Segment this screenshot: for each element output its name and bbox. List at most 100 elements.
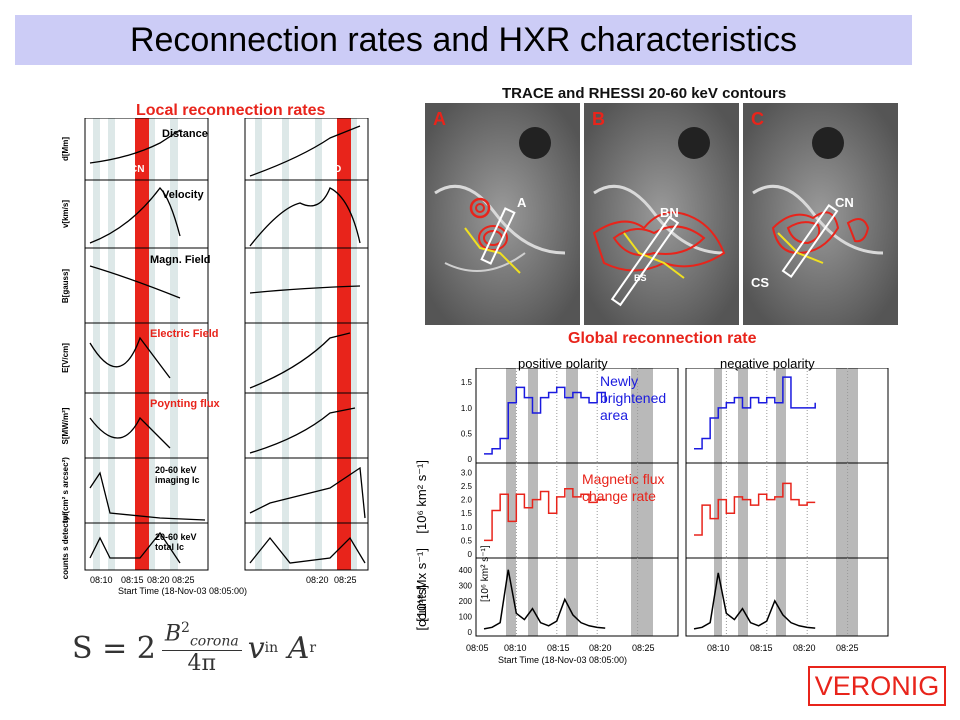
local-band-0-2 bbox=[148, 118, 155, 570]
local-curve-1 bbox=[249, 125, 361, 177]
global-xtick-4: 08:20 bbox=[589, 643, 612, 653]
formula-denominator: 4π bbox=[187, 650, 217, 676]
left-xtick-1: 08:10 bbox=[90, 575, 113, 585]
local-curve-4 bbox=[89, 265, 181, 299]
left-xtick-3: 08:20 bbox=[147, 575, 170, 585]
area-label: Newly brightened area bbox=[600, 373, 667, 423]
trace-label-bs: BS bbox=[634, 273, 647, 283]
global-ytick-2-2: 200 bbox=[459, 597, 473, 606]
flux-label: Magnetic flux change rate bbox=[582, 471, 665, 504]
global-ytick-1-3: 1.5 bbox=[461, 509, 473, 518]
local-band-1-0 bbox=[255, 118, 262, 570]
local-curve-7 bbox=[249, 332, 351, 389]
ylabel-area: [10⁶ km² s⁻¹] bbox=[480, 545, 491, 602]
global-ytick-0-3: 1.5 bbox=[461, 378, 473, 387]
global-xtick-3: 08:15 bbox=[547, 643, 570, 653]
global-frame-0-2 bbox=[475, 557, 679, 637]
global-xtick-r1: 08:10 bbox=[707, 643, 730, 653]
formula-numerator: B2corona bbox=[161, 620, 242, 651]
local-band-0-0 bbox=[93, 118, 100, 570]
title-band: Reconnection rates and HXR characteristi… bbox=[15, 15, 912, 65]
series-line-0-0 bbox=[484, 386, 606, 455]
global-ytick-0-2: 1.0 bbox=[461, 404, 473, 413]
local-ylabel-4: S[MW/m²] bbox=[61, 407, 70, 444]
local-rates-figure: d[Mm] v[km/s] B[gauss] E[V/cm] S[MW/m²] ty/(c… bbox=[61, 118, 369, 580]
right-xtick-2: 08:25 bbox=[334, 575, 357, 585]
local-band-0-3 bbox=[170, 118, 178, 570]
local-curve-6 bbox=[89, 336, 171, 379]
formula-fraction: B2corona 4π bbox=[161, 620, 242, 676]
panel-distance-label: Distance bbox=[162, 128, 208, 140]
global-ylabel-area: [10⁶ km² s⁻¹] bbox=[414, 460, 429, 534]
global-ytick-2-0: 0 bbox=[468, 628, 473, 637]
series-line-1-0 bbox=[484, 488, 606, 542]
global-ytick-1-4: 2.0 bbox=[461, 496, 473, 505]
global-xtick-1: 08:05 bbox=[466, 643, 489, 653]
global-ytick-1-1: 0.5 bbox=[461, 536, 473, 545]
global-xtick-r4: 08:25 bbox=[836, 643, 859, 653]
global-frame-1-2 bbox=[685, 557, 889, 637]
local-ylabel-5: ty/(cm² s arcsec²) bbox=[61, 457, 70, 523]
series-line-2-1 bbox=[693, 572, 816, 630]
global-xaxis-title: Start Time (18-Nov-03 08:05:00) bbox=[498, 655, 628, 665]
local-panel-frame-1-6 bbox=[244, 522, 369, 571]
local-ylabel-6: counts s detector bbox=[61, 513, 70, 580]
global-band-0-2 bbox=[566, 368, 578, 636]
series-line-0-1 bbox=[694, 376, 816, 450]
global-band-1-1 bbox=[738, 368, 748, 636]
formula-ar-sub: r bbox=[309, 640, 317, 656]
global-ytick-2-3: 300 bbox=[459, 581, 473, 590]
local-band-1-2 bbox=[315, 118, 322, 570]
local-ylabel-0: d[Mm] bbox=[61, 137, 70, 161]
local-curve-0 bbox=[89, 129, 181, 164]
left-xtick-2: 08:15 bbox=[121, 575, 144, 585]
global-ytick-1-6: 3.0 bbox=[461, 468, 473, 477]
right-xtick-1: 08:20 bbox=[306, 575, 329, 585]
trace-panel-b: B BN BS bbox=[584, 103, 739, 325]
global-band-1-3 bbox=[836, 368, 858, 636]
global-ytick-1-2: 1.0 bbox=[461, 523, 473, 532]
panel-velocity-label: Velocity bbox=[162, 189, 204, 201]
local-curve-5 bbox=[249, 285, 361, 294]
series-line-2-0 bbox=[483, 569, 606, 630]
panel-imaging-label: 20-60 keV imaging lc bbox=[155, 465, 200, 485]
formula-a: A bbox=[287, 630, 310, 666]
global-heading: Global reconnection rate bbox=[568, 330, 757, 347]
global-xtick-r2: 08:15 bbox=[750, 643, 773, 653]
panel-total-label: 20-60 keV total lc bbox=[155, 532, 197, 552]
global-band-1-2 bbox=[776, 368, 786, 636]
formula-lhs: S = 2 bbox=[72, 630, 156, 666]
local-panel-frame-0-6 bbox=[84, 522, 209, 571]
trace-label-cs: CS bbox=[751, 275, 770, 290]
trace-heading: TRACE and RHESSI 20-60 keV contours bbox=[502, 85, 787, 102]
panel-poynting-label: Poynting flux bbox=[150, 398, 220, 410]
global-ytick-0-0: 0 bbox=[468, 455, 473, 464]
local-band-1-1 bbox=[282, 118, 289, 570]
global-xtick-2: 08:10 bbox=[504, 643, 527, 653]
global-xtick-r3: 08:20 bbox=[793, 643, 816, 653]
trace-letter-c: C bbox=[751, 109, 764, 129]
trace-letter-b: B bbox=[592, 109, 605, 129]
marker-cn: CN bbox=[130, 164, 145, 175]
local-curve-12 bbox=[89, 531, 181, 564]
trace-panel-a: A A bbox=[425, 103, 580, 325]
local-red-band-1 bbox=[337, 118, 351, 570]
local-curve-2 bbox=[89, 187, 181, 244]
trace-label-bn: BN bbox=[660, 205, 679, 220]
local-rates-heading: Local reconnection rates bbox=[136, 102, 326, 119]
local-curve-13 bbox=[249, 536, 366, 564]
trace-label-cn: CN bbox=[835, 195, 854, 210]
negative-polarity-label: negative polarity bbox=[720, 356, 815, 371]
local-curve-10 bbox=[89, 471, 206, 521]
global-band-0-0 bbox=[506, 368, 516, 636]
local-curve-8 bbox=[89, 416, 171, 449]
panel-efield-label: Electric Field bbox=[150, 328, 219, 340]
positive-polarity-label: positive polarity bbox=[518, 356, 608, 371]
trace-letter-a: A bbox=[433, 109, 446, 129]
local-curve-3 bbox=[249, 187, 361, 247]
credit-box: VERONIG bbox=[808, 666, 946, 706]
global-ytick-1-5: 2.5 bbox=[461, 482, 473, 491]
global-xtick-gap: 08:25 bbox=[632, 643, 655, 653]
global-band-0-3 bbox=[631, 368, 653, 636]
global-ytick-2-1: 100 bbox=[459, 612, 473, 621]
